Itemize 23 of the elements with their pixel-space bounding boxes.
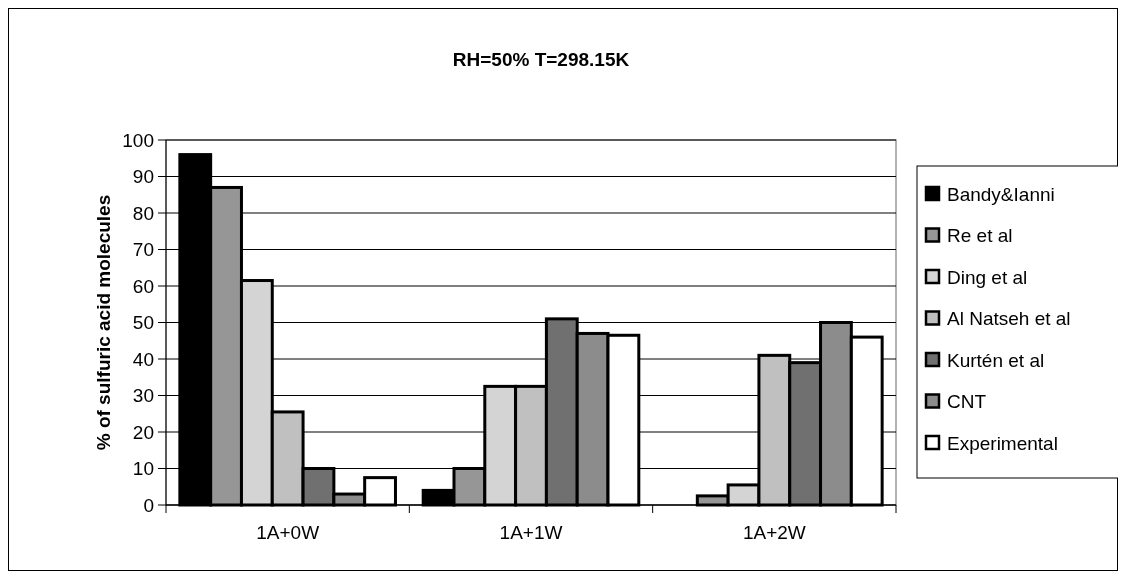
legend-label: Kurtén et al <box>947 349 1045 371</box>
y-axis-title: % of sulfuric acid molecules <box>93 194 114 451</box>
y-tick-label: 100 <box>122 129 154 151</box>
legend-label: Re et al <box>947 225 1013 247</box>
legend-label: Bandy&Ianni <box>947 183 1055 205</box>
y-tick-label: 20 <box>132 421 154 443</box>
y-tick-label: 70 <box>132 239 154 261</box>
y-tick-label: 80 <box>132 202 154 224</box>
y-tick-label: 60 <box>132 275 154 297</box>
legend-label: Al Natseh et al <box>947 308 1071 330</box>
chart-title: RH=50% T=298.15K <box>452 49 630 70</box>
legend-label: Experimental <box>947 432 1058 454</box>
y-tick-label: 90 <box>132 166 154 188</box>
x-tick-label: 1A+2W <box>742 522 806 543</box>
x-tick-label: 1A+1W <box>499 522 563 543</box>
legend-label: Ding et al <box>947 266 1028 288</box>
y-tick-label: 0 <box>143 494 154 516</box>
y-tick-label: 50 <box>132 312 154 334</box>
x-tick-label: 1A+0W <box>256 522 320 543</box>
y-tick-label: 40 <box>132 348 154 370</box>
legend-label: CNT <box>947 391 987 413</box>
y-tick-label: 10 <box>132 458 154 480</box>
y-tick-label: 30 <box>132 385 154 407</box>
